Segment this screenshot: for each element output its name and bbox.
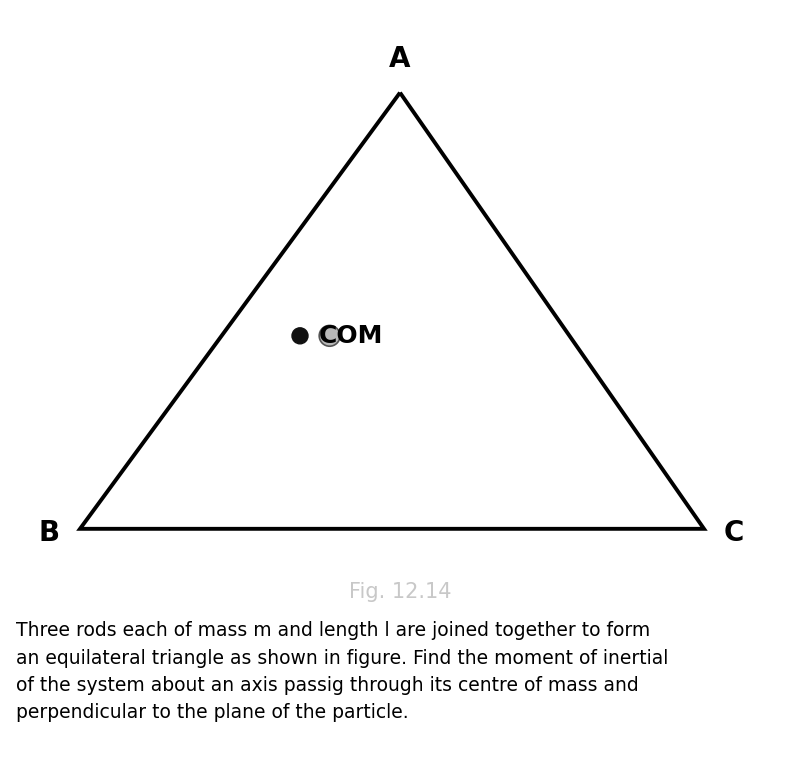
Ellipse shape (292, 328, 308, 344)
Text: B: B (39, 519, 60, 547)
Text: COM: COM (318, 323, 382, 348)
Text: Three rods each of mass m and length l are joined together to form
an equilatera: Three rods each of mass m and length l a… (16, 621, 668, 723)
Text: C: C (724, 519, 744, 547)
Text: Fig. 12.14: Fig. 12.14 (349, 582, 451, 602)
Ellipse shape (319, 326, 340, 346)
Text: A: A (390, 46, 410, 73)
